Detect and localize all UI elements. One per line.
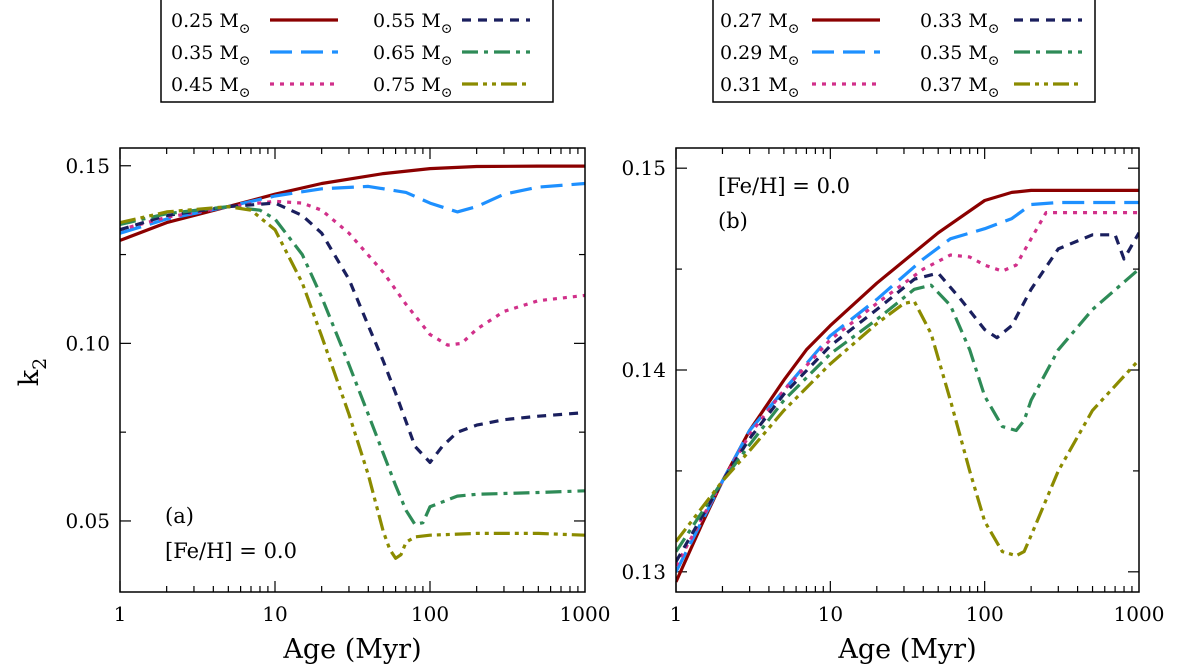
legend-mass: 0.37 [920, 74, 962, 96]
series-group [120, 164, 585, 560]
legend-unit: M [968, 74, 987, 96]
metallicity-label: [Fe/H] = 0.0 [718, 174, 850, 198]
x-tick-label: 1000 [560, 602, 611, 626]
legend-label: 0.33 M⊙ [920, 10, 1000, 37]
legend-label: 0.25 M⊙ [171, 10, 251, 37]
legend-label: 0.31 M⊙ [720, 74, 800, 101]
y-tick-label: 0.14 [621, 358, 666, 382]
y-tick-label: 0.13 [621, 560, 666, 584]
legend-label: 0.35 M⊙ [920, 42, 1000, 69]
series-line-0.29 [676, 200, 1139, 573]
plot-frame [675, 147, 1140, 593]
legend-mass: 0.33 [920, 10, 962, 32]
x-axis-label: Age (Myr) [837, 634, 976, 665]
series-line-0.35 [676, 267, 1139, 553]
panel-a: 1 10 100 1000 0.05 0.10 0.15 Age (Myr) k2 (a) [Fe/… [14, 0, 610, 665]
x-tick-label: 1 [114, 602, 127, 626]
x-tick-label: 10 [818, 602, 843, 626]
panel-b: 1 10 100 1000 0.13 0.14 0.15 Age (Myr) (b) [Fe/H]… [621, 0, 1164, 665]
y-tick-label: 0.05 [65, 509, 110, 533]
y-tick-label: 0.15 [621, 156, 666, 180]
legend-sun-symbol: ⊙ [441, 53, 453, 69]
legend-sun-symbol: ⊙ [441, 85, 453, 101]
legend-unit: M [968, 10, 987, 32]
legend-label: 0.27 M⊙ [720, 10, 800, 37]
legend-unit: M [421, 42, 440, 64]
legend-sun-symbol: ⊙ [788, 53, 800, 69]
legend-label: 0.55 M⊙ [373, 10, 453, 37]
legend-mass: 0.35 [171, 42, 213, 64]
y-tick-label: 0.10 [65, 331, 110, 355]
plot-frame [119, 147, 586, 593]
legend-label: 0.75 M⊙ [373, 74, 453, 101]
legend-sun-symbol: ⊙ [788, 21, 800, 37]
legend-sun-symbol: ⊙ [239, 21, 251, 37]
panel-label: (b) [718, 209, 748, 233]
legend-mass: 0.65 [373, 42, 415, 64]
metallicity-label: [Fe/H] = 0.0 [165, 539, 297, 563]
series-line-0.37 [676, 299, 1139, 558]
legend-sun-symbol: ⊙ [988, 53, 1000, 69]
y-axis-label-subscript: 2 [29, 358, 51, 370]
panel-label: (a) [165, 504, 194, 528]
x-tick-label: 1000 [1114, 602, 1165, 626]
legend-mass: 0.27 [720, 10, 762, 32]
x-tick-label: 10 [262, 602, 287, 626]
legend-unit: M [768, 10, 787, 32]
legend-unit: M [219, 42, 238, 64]
legend-mass: 0.29 [720, 42, 762, 64]
legend-sun-symbol: ⊙ [988, 21, 1000, 37]
legend-label: 0.65 M⊙ [373, 42, 453, 69]
series-line-0.45 [120, 199, 585, 347]
legend-sun-symbol: ⊙ [239, 53, 251, 69]
legend-sun-symbol: ⊙ [788, 85, 800, 101]
legend: 0.25 M⊙ 0.55 M⊙0.35 M⊙ 0.65 M⊙0.45 M⊙ 0.75 M⊙ [160, 0, 554, 103]
legend-label: 0.37 M⊙ [920, 74, 1000, 101]
legend-unit: M [968, 42, 987, 64]
legend-unit: M [421, 74, 440, 96]
y-axis-label-main: k [14, 369, 45, 386]
legend-label: 0.35 M⊙ [171, 42, 251, 69]
series-line-0.25 [120, 164, 585, 242]
y-tick-label: 0.15 [65, 154, 110, 178]
legend-mass: 0.45 [171, 74, 213, 96]
legend-unit: M [768, 74, 787, 96]
legend-mass: 0.35 [920, 42, 962, 64]
legend-mass: 0.25 [171, 10, 213, 32]
series-group [676, 188, 1139, 583]
legend-label: 0.45 M⊙ [171, 74, 251, 101]
series-line-0.31 [676, 211, 1139, 567]
series-line-0.33 [676, 232, 1139, 563]
x-tick-label: 100 [411, 602, 449, 626]
series-line-0.55 [120, 201, 585, 464]
legend-sun-symbol: ⊙ [441, 21, 453, 37]
legend-sun-symbol: ⊙ [988, 85, 1000, 101]
legend-mass: 0.55 [373, 10, 415, 32]
x-axis-label: Age (Myr) [282, 634, 421, 665]
legend-box [712, 0, 1096, 103]
legend: 0.27 M⊙ 0.33 M⊙0.29 M⊙ 0.35 M⊙0.31 M⊙ 0.37 M⊙ [712, 0, 1096, 103]
legend-unit: M [219, 74, 238, 96]
legend-unit: M [768, 42, 787, 64]
x-tick-label: 100 [966, 602, 1004, 626]
series-line-0.27 [676, 188, 1139, 583]
legend-sun-symbol: ⊙ [239, 85, 251, 101]
x-tick-label: 1 [670, 602, 683, 626]
legend-mass: 0.31 [720, 74, 762, 96]
y-axis-label: k2 [14, 358, 51, 386]
series-line-0.75 [120, 205, 585, 560]
legend-unit: M [421, 10, 440, 32]
legend-mass: 0.75 [373, 74, 415, 96]
legend-label: 0.29 M⊙ [720, 42, 800, 69]
legend-unit: M [219, 10, 238, 32]
series-line-0.65 [120, 205, 585, 527]
